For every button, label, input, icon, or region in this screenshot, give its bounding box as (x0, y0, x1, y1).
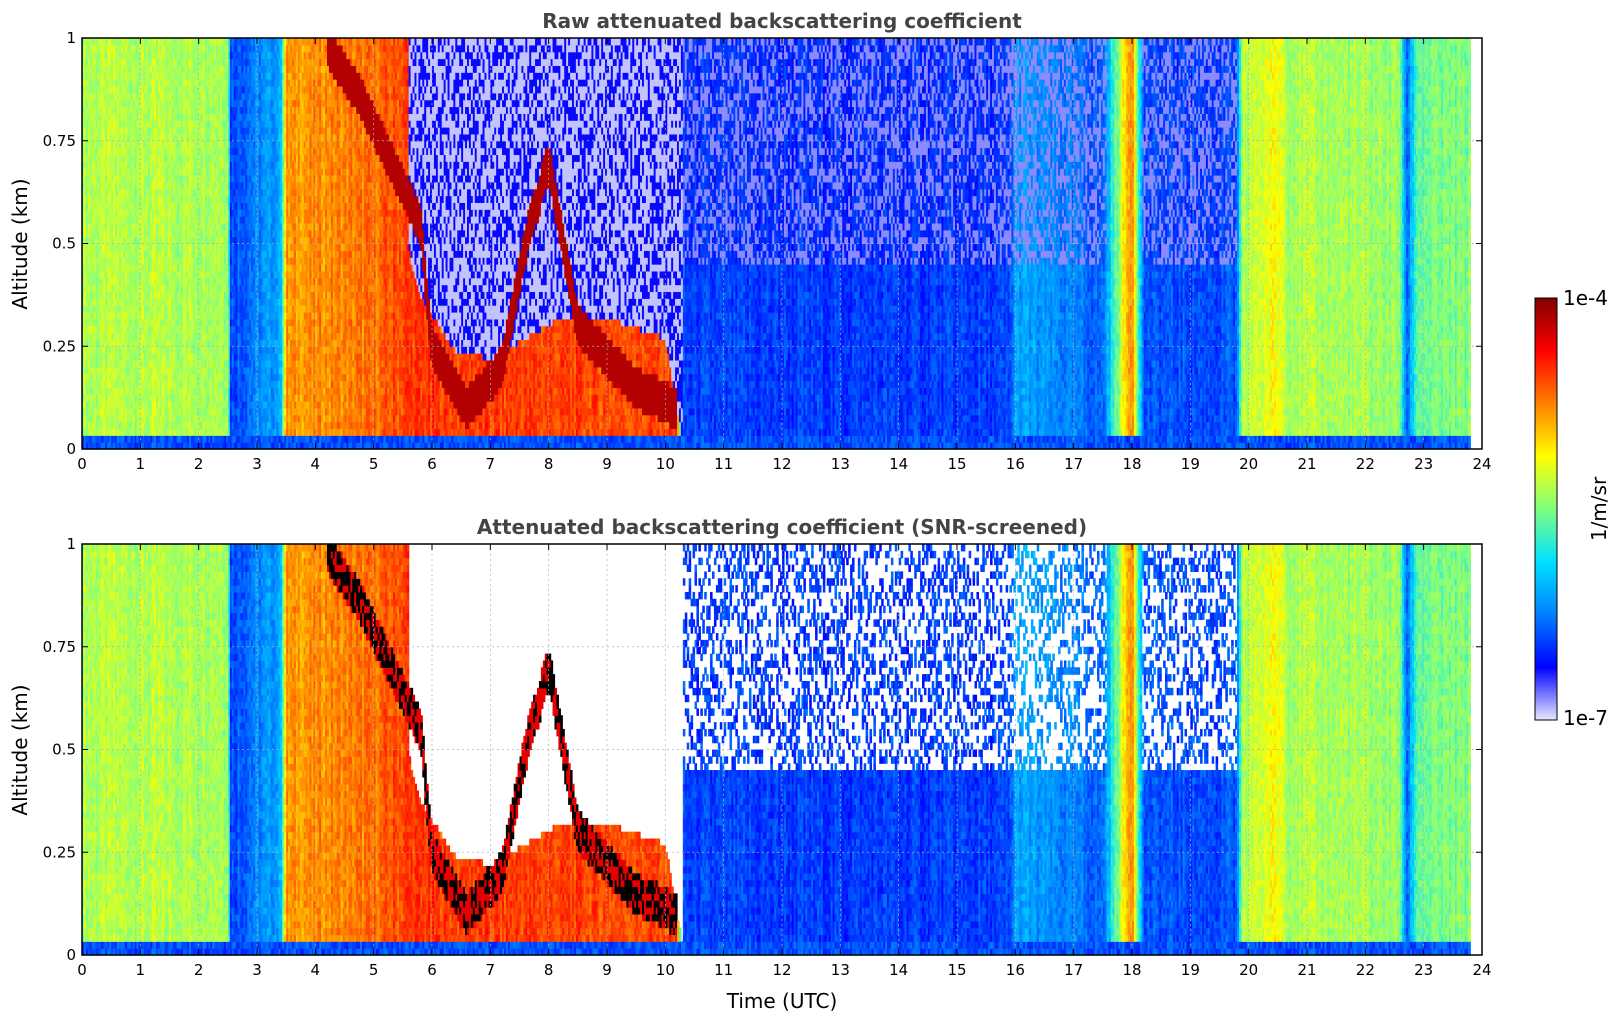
figure: Raw attenuated backscattering coefficien… (0, 0, 1621, 1020)
panel-title: Raw attenuated backscattering coefficien… (542, 9, 1022, 33)
panel-raw: Raw attenuated backscattering coefficien… (8, 9, 1492, 473)
